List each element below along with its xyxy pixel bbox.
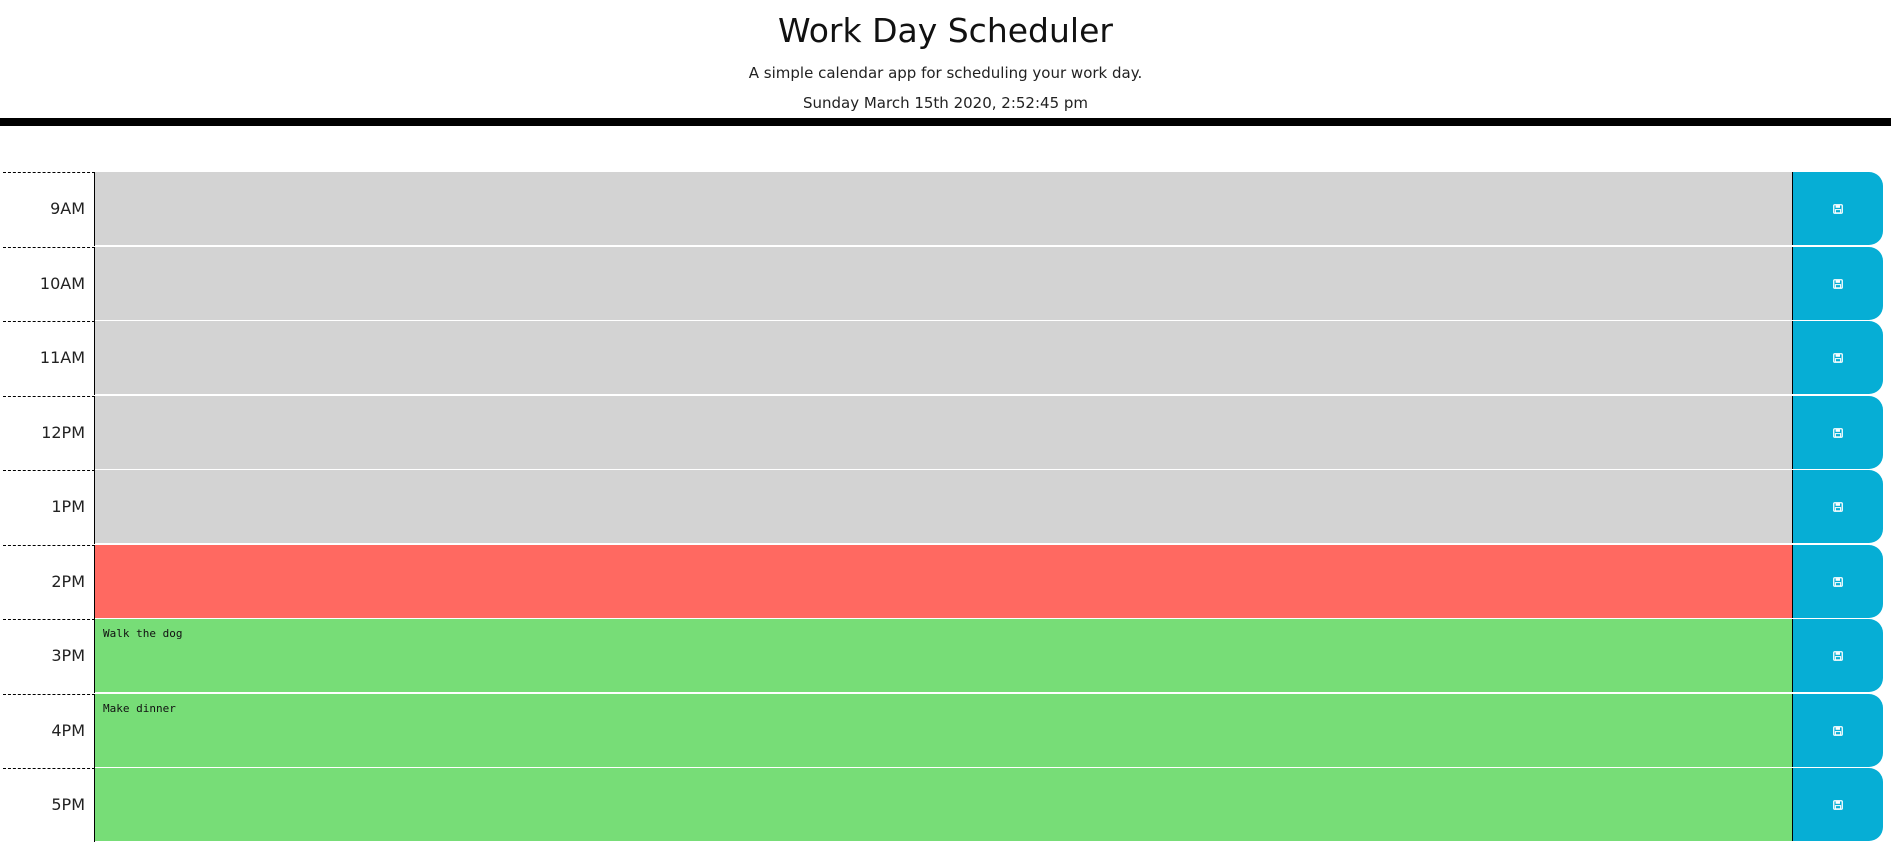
floppy-disk-icon [1833, 203, 1843, 214]
time-block-row: 1PM [0, 470, 1891, 544]
floppy-disk-icon [1833, 799, 1843, 810]
page-subtitle: A simple calendar app for scheduling you… [748, 64, 1143, 82]
time-block-row: 3PM Walk the dog [0, 619, 1891, 693]
event-description-input[interactable] [95, 470, 1793, 544]
header: Work Day Scheduler A simple calendar app… [0, 0, 1891, 126]
event-description-input[interactable] [95, 247, 1793, 321]
hour-label: 11AM [3, 321, 95, 395]
save-button[interactable] [1792, 172, 1883, 245]
time-block-row: 12PM [0, 396, 1891, 470]
save-button[interactable] [1792, 470, 1883, 543]
save-button[interactable] [1792, 321, 1883, 394]
hour-label: 10AM [3, 247, 95, 321]
save-button[interactable] [1792, 247, 1883, 320]
floppy-disk-icon [1833, 576, 1843, 587]
hour-label: 12PM [3, 396, 95, 470]
time-block-row: 9AM [0, 172, 1891, 246]
save-button[interactable] [1792, 768, 1883, 841]
event-description-input[interactable] [95, 396, 1793, 470]
hour-label: 5PM [3, 768, 95, 842]
event-description-input[interactable] [95, 545, 1793, 619]
hour-label: 3PM [3, 619, 95, 693]
time-block-row: 2PM [0, 545, 1891, 619]
time-block-row: 5PM [0, 768, 1891, 842]
floppy-disk-icon [1833, 725, 1843, 736]
page-title: Work Day Scheduler [778, 11, 1113, 50]
floppy-disk-icon [1833, 427, 1843, 438]
hour-label: 1PM [3, 470, 95, 544]
save-button[interactable] [1792, 545, 1883, 618]
time-block-row: 11AM [0, 321, 1891, 395]
floppy-disk-icon [1833, 278, 1843, 289]
event-description-input[interactable] [95, 172, 1793, 246]
floppy-disk-icon [1833, 352, 1843, 363]
event-description-input[interactable] [95, 768, 1793, 842]
event-description-input[interactable]: Make dinner [95, 694, 1793, 768]
hour-label: 9AM [3, 172, 95, 246]
hour-label: 4PM [3, 694, 95, 768]
time-block-row: 10AM [0, 247, 1891, 321]
time-block-row: 4PM Make dinner [0, 694, 1891, 768]
event-description-input[interactable] [95, 321, 1793, 395]
floppy-disk-icon [1833, 501, 1843, 512]
save-button[interactable] [1792, 396, 1883, 469]
save-button[interactable] [1792, 694, 1883, 767]
event-description-input[interactable]: Walk the dog [95, 619, 1793, 693]
floppy-disk-icon [1833, 650, 1843, 661]
hour-label: 2PM [3, 545, 95, 619]
save-button[interactable] [1792, 619, 1883, 692]
current-date-time: Sunday March 15th 2020, 2:52:45 pm [802, 94, 1089, 112]
